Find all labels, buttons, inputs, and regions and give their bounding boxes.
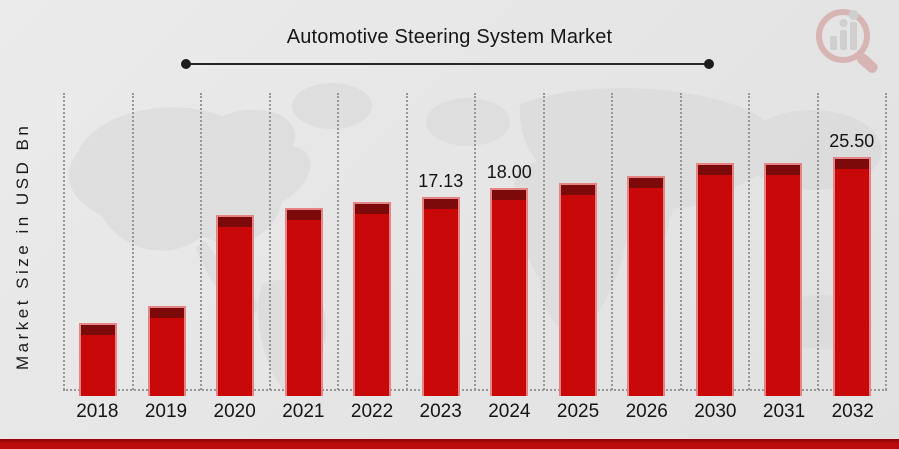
magnifier-handle-icon: [856, 53, 878, 73]
chart-column-2019: [131, 93, 201, 396]
bar-cap-2025: [560, 185, 595, 195]
plot-area: 17.13 18.00 25.50: [63, 93, 887, 396]
bar-cap-2030: [697, 165, 732, 175]
bar-2020: [216, 215, 255, 396]
bar-2030: [695, 163, 734, 396]
x-axis-tick-label-2020: 2020: [213, 401, 256, 422]
bar-2024: [490, 188, 529, 396]
footer-red-strip: [0, 439, 899, 449]
x-axis-tick-label-2021: 2021: [282, 401, 325, 422]
chart-column-2030: [679, 93, 749, 396]
x-axis-tick-label-2025: 2025: [556, 401, 600, 422]
bar-value-label-2023: 17.13: [418, 171, 464, 191]
x-axis-tick-label-2018: 2018: [76, 401, 119, 422]
chart-column-2032: 25.50: [816, 93, 887, 396]
chart-column-2022: [337, 93, 406, 396]
chart-column-2031: [748, 93, 817, 396]
bar-2021: [284, 208, 323, 396]
bar-2023: [421, 197, 460, 396]
bar-value-label-2024: 18.00: [486, 162, 532, 182]
bar-2032: [832, 157, 871, 396]
title-connector-line: [181, 59, 714, 69]
x-axis-tick-label-2032: 2032: [831, 401, 874, 422]
bar-cap-2031: [766, 165, 801, 175]
bar-cap-2020: [218, 217, 253, 227]
bar-2026: [627, 176, 666, 396]
bar-2025: [558, 183, 597, 396]
bar-2022: [353, 202, 392, 396]
chart-column-2018: [63, 93, 132, 396]
chart-column-2023: 17.13: [405, 93, 475, 396]
bar-cap-2023: [423, 199, 458, 209]
bar-cap-2024: [492, 190, 527, 200]
bar-2019: [147, 306, 186, 396]
chart-column-2024: 18.00: [474, 93, 543, 396]
chart-column-2021: [268, 93, 338, 396]
bar-cap-2022: [355, 204, 390, 214]
chart-column-2025: [542, 93, 612, 396]
x-axis-tick-label-2023: 2023: [419, 401, 462, 422]
mrfr-magnifier-logo: [816, 9, 878, 73]
magnifier-ring-icon: [816, 9, 870, 63]
x-axis-tick-label-2019: 2019: [144, 401, 188, 422]
bar-2018: [79, 323, 118, 396]
x-axis-labels-row: 2018 2019 2020 2021 2022 2023 2024 2025 2026 2030…: [63, 401, 887, 423]
x-axis-tick-label-2026: 2026: [625, 401, 668, 422]
chart-column-2026: [611, 93, 680, 396]
connector-right-dot: [704, 59, 714, 69]
bar-cap-2019: [149, 308, 184, 318]
x-axis-tick-label-2022: 2022: [350, 401, 394, 422]
bar-cap-2018: [81, 325, 116, 335]
x-axis-baseline: [63, 389, 887, 391]
connector-left-dot: [181, 59, 191, 69]
logo-bars-icon: [830, 10, 859, 50]
y-axis-label: Market Size in USD Bn: [13, 122, 32, 370]
bar-cap-2021: [286, 210, 321, 220]
bar-value-label-2032: 25.50: [829, 131, 875, 151]
x-axis-tick-label-2031: 2031: [762, 401, 806, 422]
x-axis-tick-label-2024: 2024: [488, 401, 531, 422]
chart-column-2020: [200, 93, 269, 396]
x-axis-tick-label-2030: 2030: [694, 401, 737, 422]
bar-cap-2032: [834, 159, 869, 169]
bar-cap-2026: [629, 178, 664, 188]
chart-title: Automotive Steering System Market: [286, 26, 613, 48]
bar-2031: [764, 163, 803, 396]
